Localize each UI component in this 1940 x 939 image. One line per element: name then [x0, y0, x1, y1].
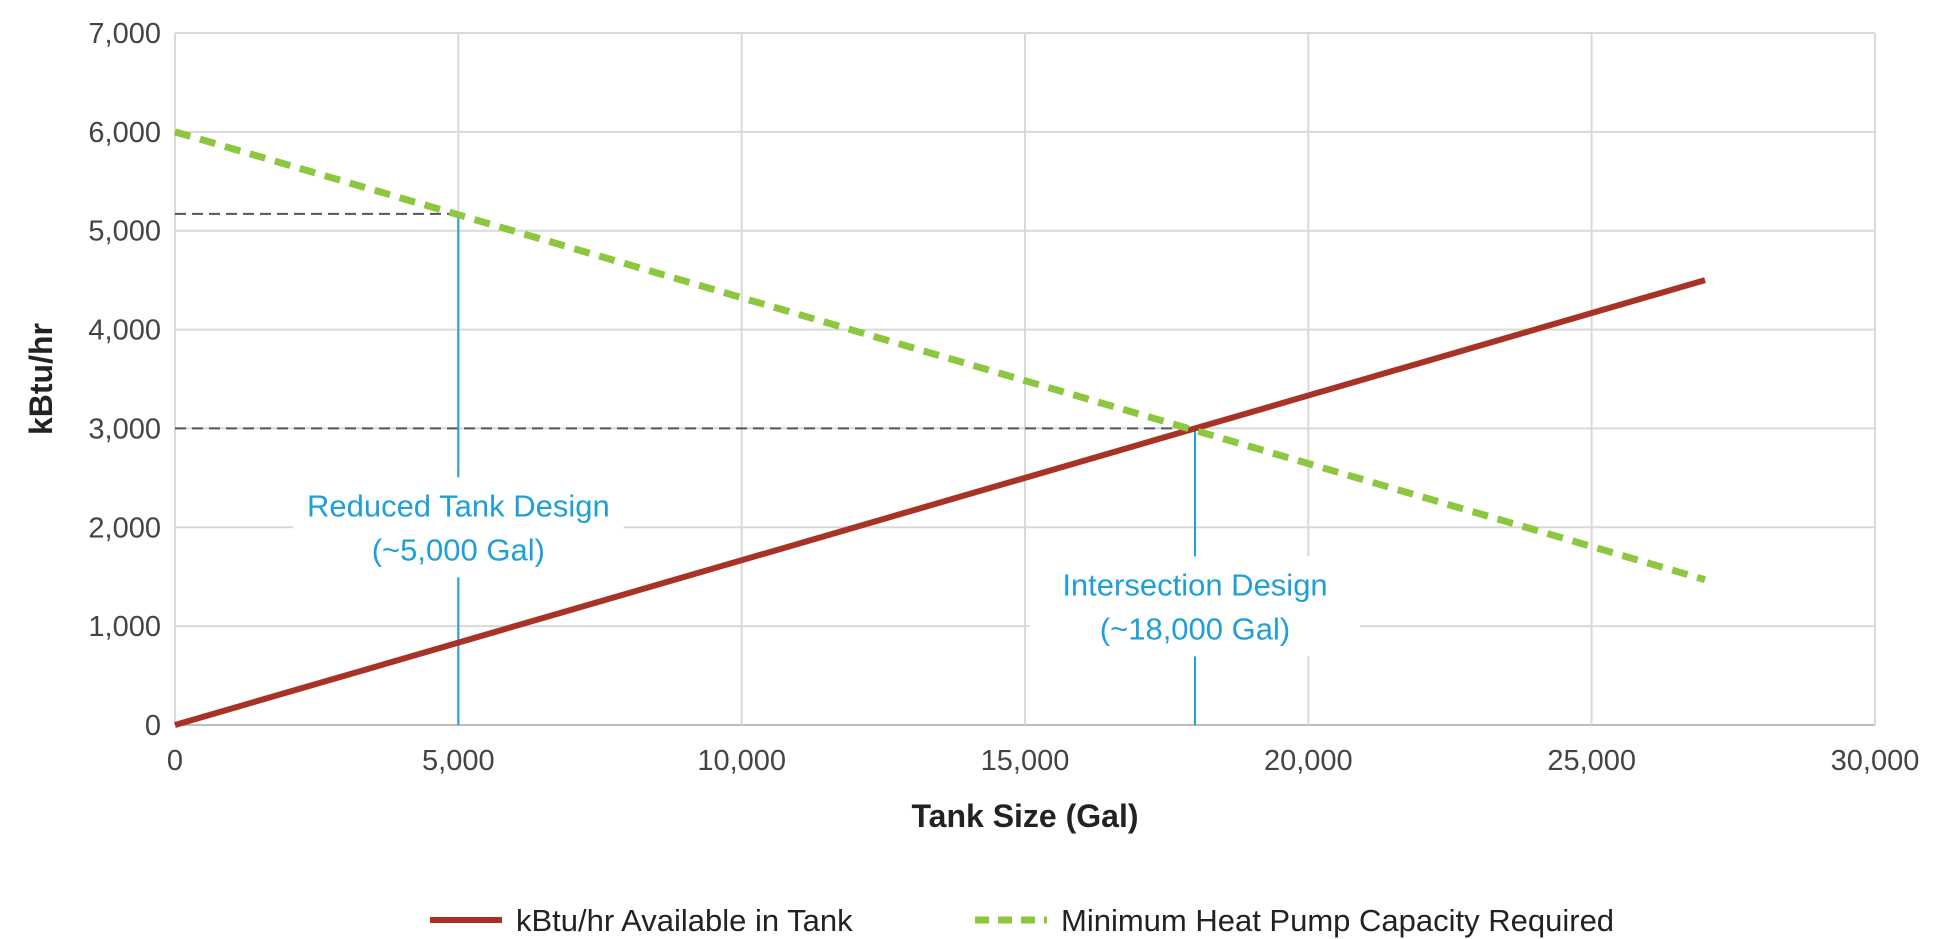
y-tick-label: 3,000 — [88, 413, 161, 445]
annotation-label-1: (~5,000 Gal) — [372, 532, 545, 567]
y-tick-label: 6,000 — [88, 117, 161, 149]
legend-label-1: kBtu/hr Available in Tank — [516, 903, 853, 938]
x-tick-label: 25,000 — [1547, 745, 1636, 777]
y-tick-label: 2,000 — [88, 512, 161, 544]
y-tick-label: 4,000 — [88, 315, 161, 347]
x-tick-label: 20,000 — [1264, 745, 1353, 777]
annotation-background — [1029, 556, 1361, 657]
x-tick-label: 10,000 — [697, 745, 786, 777]
annotation-label-2: Intersection Design — [1062, 567, 1327, 602]
x-tick-label: 5,000 — [422, 745, 495, 777]
annotation-label-2: (~18,000 Gal) — [1100, 611, 1290, 646]
x-tick-label: 0 — [167, 745, 183, 777]
y-tick-label: 7,000 — [88, 18, 161, 50]
annotations: Reduced Tank Design (~5,000 Gal) Intersect… — [293, 477, 1361, 657]
x-tick-label: 30,000 — [1831, 745, 1920, 777]
annotation-background — [293, 477, 624, 578]
series-layer — [174, 128, 1706, 728]
series-line-2 — [174, 128, 1706, 584]
legend: kBtu/hr Available in Tank Minimum Heat Pu… — [430, 903, 1614, 938]
x-tick-label: 15,000 — [981, 745, 1070, 777]
x-axis-title: Tank Size (Gal) — [911, 798, 1138, 834]
series-line-1 — [174, 277, 1706, 728]
tick-labels: 0 1,000 2,000 3,000 4,000 5,000 6,000 7,000 0 5,0… — [88, 18, 1919, 777]
y-tick-label: 0 — [145, 710, 161, 742]
y-tick-label: 1,000 — [88, 611, 161, 643]
legend-label-2: Minimum Heat Pump Capacity Required — [1061, 903, 1614, 938]
y-axis-title: kBtu/hr — [23, 323, 59, 435]
annotation-label-1: Reduced Tank Design — [307, 488, 610, 523]
y-tick-label: 5,000 — [88, 216, 161, 248]
